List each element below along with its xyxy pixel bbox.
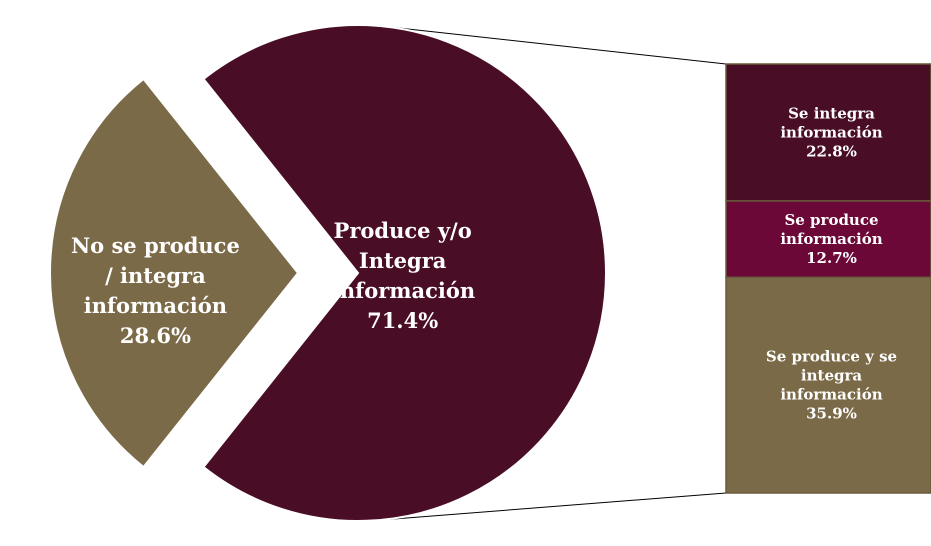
pie-slice-no-se-produce-integra-informacion bbox=[49, 77, 300, 469]
bar-label-se-integra-informacion: Se integra información 22.8% bbox=[780, 104, 882, 160]
bar-segment-se-produce-informacion bbox=[725, 200, 931, 279]
connector-lines bbox=[377, 25, 727, 521]
bar-segment-se-integra-informacion bbox=[725, 63, 931, 202]
bar-label-se-produce-y-se-integra-informacion: Se produce y se integra información 35.9% bbox=[766, 348, 897, 423]
pie-label-produce-y-o-integra-informacion: Produce y/o Integra Información 71.4% bbox=[330, 218, 475, 333]
connector-line-bottom bbox=[377, 492, 727, 521]
connector-line-top bbox=[385, 25, 727, 65]
bar-label-se-produce-informacion: Se produce información 12.7% bbox=[780, 211, 882, 267]
pie bbox=[49, 24, 607, 522]
stacked-bar bbox=[725, 63, 931, 494]
pie-label-no-se-produce-integra-informacion: No se produce / integra información 28.6% bbox=[71, 233, 240, 348]
pie-slice-produce-y-o-integra-informacion bbox=[202, 24, 607, 522]
bar-segment-se-produce-y-se-integra-informacion bbox=[725, 276, 931, 494]
labels: No se produce / integra información 28.6% Pr… bbox=[71, 104, 897, 422]
